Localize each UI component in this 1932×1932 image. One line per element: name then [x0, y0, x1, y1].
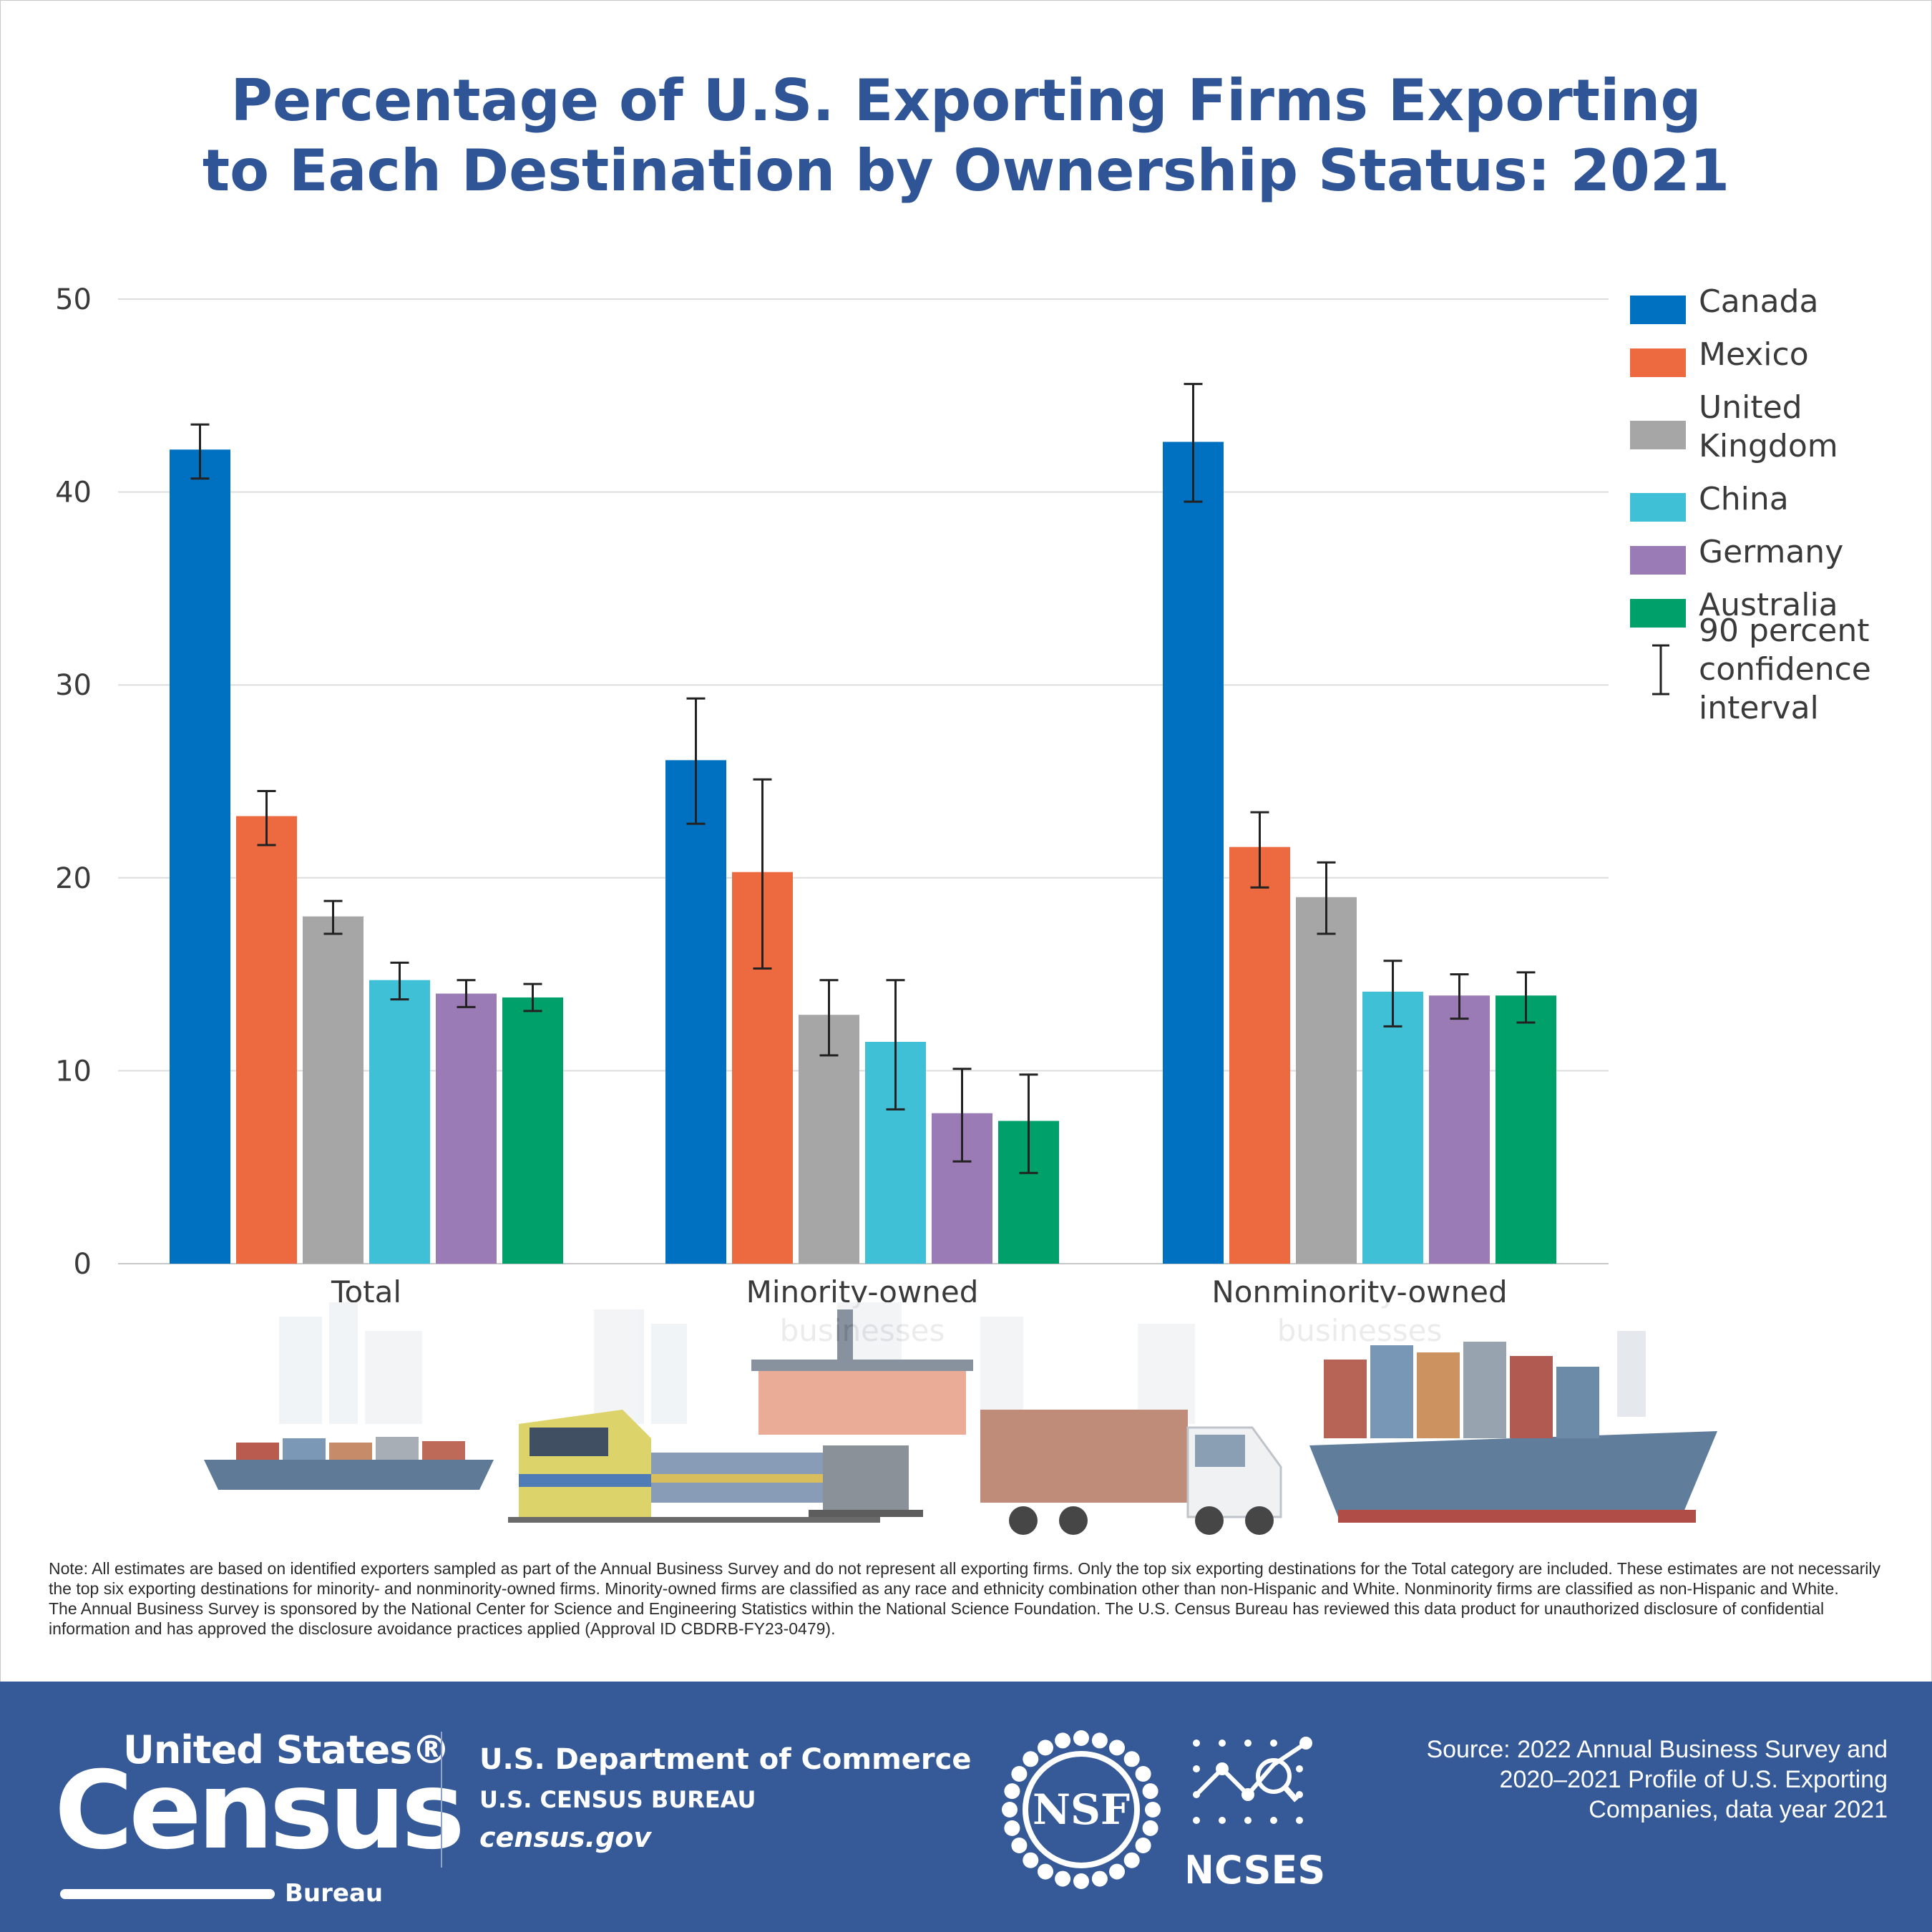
title-line-2: to Each Destination by Ownership Status:… [202, 137, 1730, 204]
train-icon [508, 1410, 880, 1523]
bar-australia-group-2 [1496, 995, 1556, 1264]
chart-notes: Note: All estimates are based on identif… [49, 1558, 1888, 1639]
census-logo-wordmark: Census [54, 1749, 465, 1873]
y-tick-label-40: 40 [55, 477, 92, 509]
bar-canada-group-0 [170, 449, 230, 1264]
note-paragraph-2: The Annual Business Survey is sponsored … [49, 1599, 1825, 1638]
department-name: U.S. Department of Commerce [479, 1743, 972, 1776]
census-logo-line-1: United States® [123, 1727, 450, 1772]
legend-swatch-germany [1630, 546, 1686, 575]
legend-swatch-australia [1630, 599, 1686, 628]
container-crane-icon [751, 1309, 973, 1517]
legend-ci-label-0: 90 percent [1699, 613, 1870, 649]
legend-label-1-0: Mexico [1699, 336, 1809, 373]
nsf-logo-icon[interactable]: NSF [1000, 1729, 1162, 1890]
footer-banner: United States® Census Bureau U.S. Depart… [0, 1682, 1932, 1932]
bar-united-kingdom-group-0 [303, 916, 364, 1264]
bar-mexico-group-2 [1229, 847, 1290, 1264]
commerce-block: U.S. Department of Commerce U.S. CENSUS … [479, 1743, 971, 1853]
y-tick-label-10: 10 [55, 1055, 92, 1088]
ncses-logo-text: NCSES [1188, 1848, 1324, 1893]
y-tick-label-30: 30 [55, 669, 92, 702]
ncses-logo-icon[interactable]: NCSES [1188, 1733, 1324, 1898]
bar-canada-group-2 [1163, 441, 1224, 1264]
legend-swatch-china [1630, 493, 1686, 522]
nsf-logo-text: NSF [1033, 1785, 1130, 1834]
legend-label-4-0: Germany [1699, 534, 1843, 570]
legend-label-5-0: Australia [1699, 587, 1838, 623]
legend-label-2-0: United [1699, 389, 1802, 426]
page-title: Percentage of U.S. Exporting Firms Expor… [0, 66, 1932, 206]
container-ship-icon [1309, 1331, 1717, 1523]
legend-ci-label-1: confidence [1699, 651, 1871, 688]
source-citation: Source: 2022 Annual Business Survey and … [1344, 1735, 1888, 1825]
bar-germany-group-0 [436, 993, 497, 1264]
bar-china-group-0 [369, 980, 430, 1264]
legend-label-0-0: Canada [1699, 283, 1818, 320]
source-line-3: Companies, data year 2021 [1589, 1796, 1888, 1823]
legend-label-3-0: China [1699, 481, 1789, 517]
bar-australia-group-0 [502, 997, 563, 1264]
y-tick-label-20: 20 [55, 862, 92, 895]
census-website-link[interactable]: census.gov [479, 1822, 652, 1853]
bar-canada-group-1 [665, 760, 726, 1264]
legend-label-2-1: Kingdom [1699, 428, 1838, 464]
bar-germany-group-2 [1429, 995, 1490, 1264]
bar-china-group-2 [1362, 991, 1423, 1264]
title-line-1: Percentage of U.S. Exporting Firms Expor… [230, 67, 1702, 134]
note-paragraph-1: Note: All estimates are based on identif… [49, 1559, 1880, 1598]
source-line-2: 2020–2021 Profile of U.S. Exporting [1499, 1766, 1888, 1793]
transport-scene [193, 1302, 1739, 1560]
truck-icon [980, 1410, 1282, 1535]
legend-swatch-canada [1630, 296, 1686, 324]
footer-divider [441, 1732, 442, 1868]
legend-ci-label-2: interval [1699, 690, 1819, 726]
census-logo-swoosh [60, 1889, 275, 1899]
census-logo-line-3: Bureau [285, 1879, 384, 1908]
cargo-ship-icon [204, 1437, 494, 1490]
legend-swatch-united-kingdom [1630, 421, 1686, 449]
y-tick-label-0: 0 [74, 1248, 92, 1281]
bureau-name: U.S. CENSUS BUREAU [479, 1786, 756, 1813]
source-line-1: Source: 2022 Annual Business Survey and [1426, 1736, 1888, 1763]
bar-mexico-group-0 [236, 816, 297, 1264]
y-tick-label-50: 50 [55, 283, 92, 316]
bar-united-kingdom-group-2 [1296, 897, 1357, 1264]
bar-chart: 01020304050TotalMinority-ownedbusinesses… [55, 283, 1871, 1348]
legend-swatch-mexico [1630, 348, 1686, 377]
